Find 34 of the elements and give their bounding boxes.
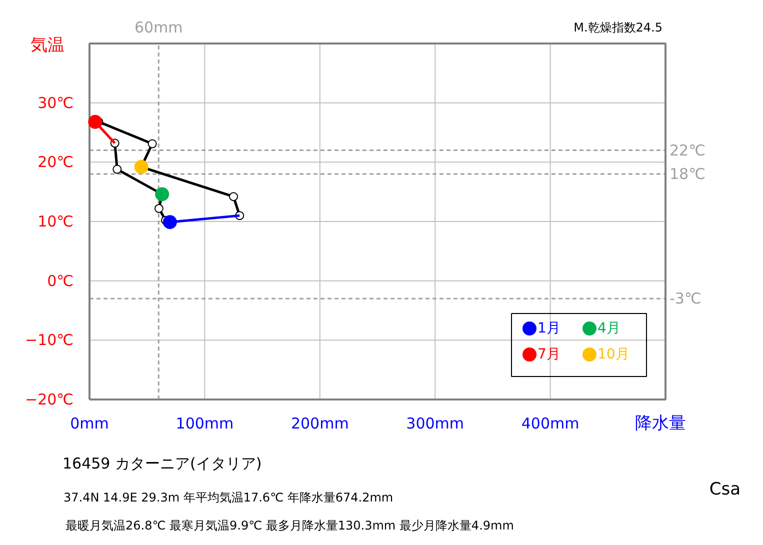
point (148, 139, 157, 148)
x-axis-title: 降水量 (635, 414, 686, 434)
y-tick-label: 10℃ (38, 212, 74, 230)
point (134, 160, 148, 174)
point (112, 164, 122, 174)
text: 最暖月気温26.8℃ 最寒月気温9.9℃ 最多月降水量130.3mm 最少月降水量4.9mm (66, 518, 514, 532)
legend-label: 7月 (538, 346, 560, 362)
y-axis-title: 気温 (30, 36, 64, 56)
y-tick-label: 30℃ (38, 94, 74, 112)
text: M.乾燥指数24.5 (574, 20, 663, 34)
text: Csa (709, 480, 741, 500)
legend-label: 10月 (598, 346, 630, 362)
ref-line-label: -3℃ (670, 290, 702, 308)
point (88, 114, 102, 129)
legend-label: 4月 (598, 320, 620, 336)
text: 37.4N 14.9E 29.3m 年平均気温17.6℃ 年降水量674.2mm (64, 490, 394, 504)
ref-line-label: 18℃ (670, 165, 706, 184)
x-tick-label: 400mm (521, 414, 580, 432)
point (155, 187, 170, 202)
x-tick-label: 100mm (176, 414, 234, 432)
text: 16459 カターニア(イタリア) (62, 454, 262, 472)
y-tick-label: −10℃ (25, 331, 74, 350)
x-tick-label: 0mm (70, 414, 109, 432)
ref-line-label: 60mm (134, 18, 183, 36)
x-tick-label: 200mm (290, 414, 349, 432)
x-tick-label: 300mm (406, 414, 464, 432)
ref-line-label: 22℃ (670, 141, 706, 160)
point (162, 215, 177, 230)
point (154, 204, 164, 213)
y-tick-label: 0℃ (47, 272, 74, 290)
legend-label: 1月 (538, 320, 560, 336)
y-tick-label: −20℃ (25, 390, 74, 408)
point (229, 192, 238, 202)
y-tick-label: 20℃ (38, 153, 74, 172)
